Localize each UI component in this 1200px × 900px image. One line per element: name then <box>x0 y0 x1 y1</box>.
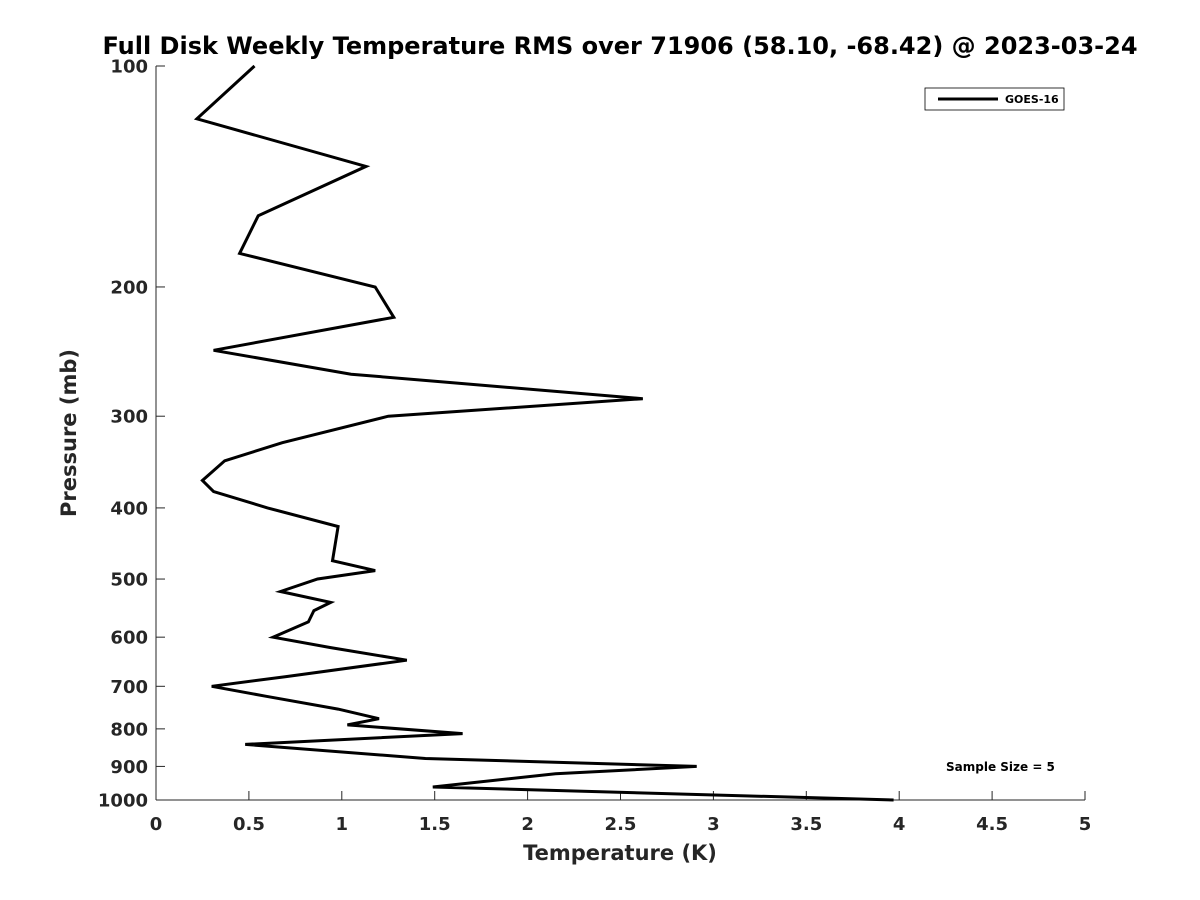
series-layer <box>193 64 894 802</box>
y-tick-label: 200 <box>110 277 148 298</box>
x-tick-label: 2 <box>521 814 534 835</box>
plot-area <box>155 66 1085 801</box>
x-tick-label: 3.5 <box>790 814 822 835</box>
y-tick-label: 1000 <box>98 791 148 812</box>
x-ticks: 0 0.5 1 1.5 2 2.5 3 3.5 4 4.5 5 <box>150 791 1092 835</box>
legend: GOES-16 <box>924 87 1065 111</box>
y-tick-label: 500 <box>110 570 148 591</box>
x-tick-label: 3 <box>707 814 720 835</box>
legend-label-goes-16: GOES-16 <box>1005 93 1059 106</box>
y-tick-label: 900 <box>110 757 148 778</box>
x-tick-label: 5 <box>1079 814 1092 835</box>
series-line-goes-16 <box>193 64 894 802</box>
y-axis-label: Pressure (mb) <box>57 349 81 517</box>
y-tick-label: 300 <box>110 407 148 428</box>
y-tick-label: 600 <box>110 628 148 649</box>
y-tick-label: 800 <box>110 719 148 740</box>
chart-title: Full Disk Weekly Temperature RMS over 71… <box>102 32 1137 60</box>
y-tick-label: 400 <box>110 498 148 519</box>
x-tick-label: 4.5 <box>976 814 1008 835</box>
x-tick-label: 2.5 <box>605 814 637 835</box>
y-tick-label: 100 <box>110 57 148 78</box>
x-tick-label: 0 <box>150 814 163 835</box>
y-ticks: 100 200 300 400 500 600 700 800 900 1000 <box>98 57 165 812</box>
x-tick-label: 1 <box>336 814 349 835</box>
x-tick-label: 1.5 <box>419 814 451 835</box>
x-tick-label: 0.5 <box>233 814 265 835</box>
x-axis-label: Temperature (K) <box>523 841 717 865</box>
sample-size-annotation: Sample Size = 5 <box>946 760 1055 774</box>
y-tick-label: 700 <box>110 677 148 698</box>
x-tick-label: 4 <box>893 814 906 835</box>
